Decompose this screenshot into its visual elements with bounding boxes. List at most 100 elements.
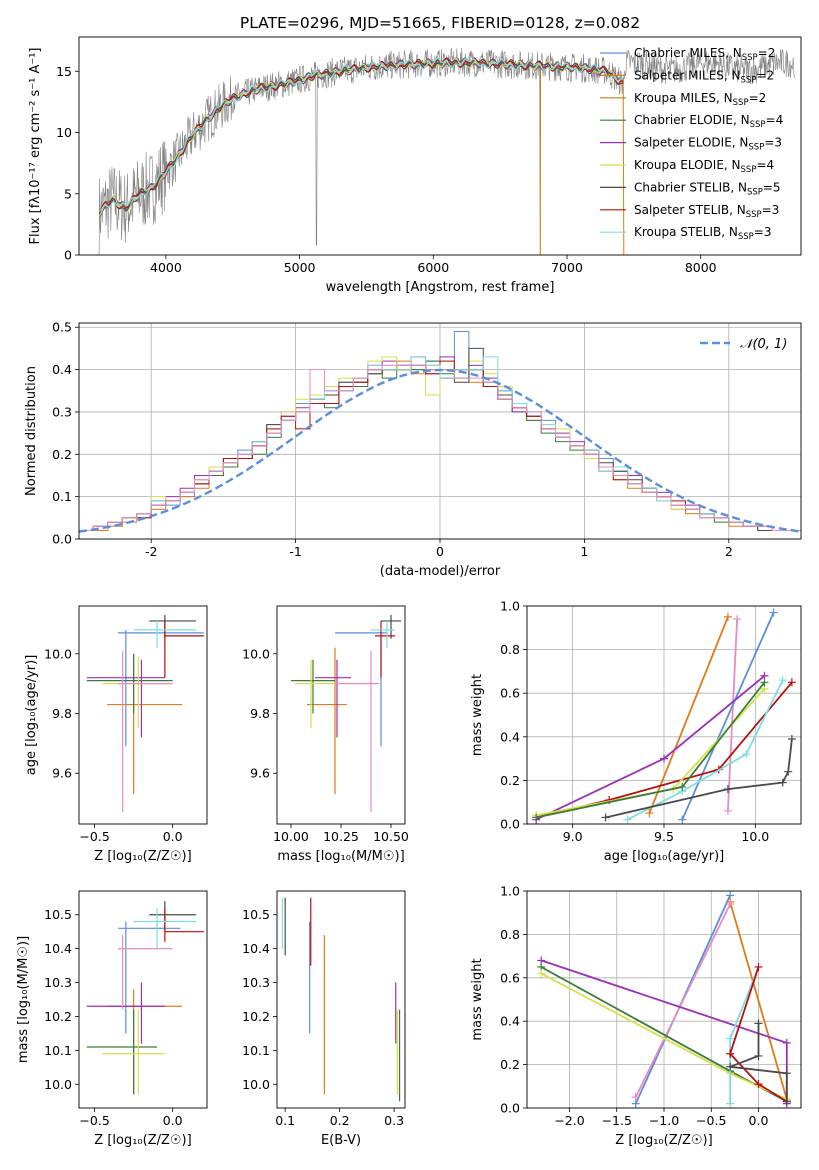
y-tick-label: 10.1 xyxy=(44,1043,72,1058)
weight-marker xyxy=(754,962,763,971)
y-tick-label: 10.3 xyxy=(242,975,270,990)
panel-spectrum: 4000 5000 6000 7000 8000 0 5 10 15 wavelength [An… xyxy=(28,36,802,295)
weight-marker xyxy=(782,1069,791,1078)
weight-marker xyxy=(723,806,732,815)
weight-marker xyxy=(754,1051,763,1060)
x-axis-label: wavelength [Angstrom, rest frame] xyxy=(326,280,555,295)
x-tick-label: 10.25 xyxy=(323,829,359,844)
x-tick-label: 0.2 xyxy=(330,1113,350,1128)
x-tick-label: 0.0 xyxy=(163,1113,183,1128)
x-tick-label: 5000 xyxy=(284,260,316,275)
y-tick-label: 0.2 xyxy=(52,447,72,462)
panel-age_vs_mass: 10.00 10.25 10.50 9.6 9.8 10.0 mass [log₁₀(M/M… xyxy=(242,605,409,864)
weight-line xyxy=(681,612,775,820)
plot-area xyxy=(86,901,204,1095)
model-line xyxy=(98,57,624,214)
y-axis-label: Flux [fλ10⁻¹⁷ erg cm⁻² s⁻¹ A⁻¹] xyxy=(28,48,43,245)
weight-marker xyxy=(678,815,687,824)
y-tick-label: 10 xyxy=(56,125,72,140)
x-axis-label: age [log₁₀(age/yr)] xyxy=(604,849,725,864)
y-tick-label: 0.1 xyxy=(52,489,72,504)
x-tick-label: 0.1 xyxy=(275,1113,295,1128)
weight-marker xyxy=(723,612,732,621)
y-tick-label: 10.0 xyxy=(44,646,72,661)
panel-mass_vs_ebv: 0.1 0.2 0.3 10.0 10.1 10.2 10.3 10.4 10.5 E(B-V) xyxy=(242,890,406,1148)
x-tick-label: 1 xyxy=(580,544,588,559)
weight-marker xyxy=(678,782,687,791)
x-tick-label: −0.5 xyxy=(79,829,109,844)
axes-frame xyxy=(276,605,406,825)
axes-frame xyxy=(276,890,406,1109)
y-tick-label: 10.0 xyxy=(242,646,270,661)
plot-area xyxy=(532,608,796,824)
y-tick-label: 10.0 xyxy=(44,1077,72,1092)
x-axis-label: Z [log₁₀(Z/Z☉)] xyxy=(615,1133,712,1148)
y-tick-label: 9.8 xyxy=(52,706,72,721)
legend-entry: Salpeter STELIB, NSSP=3 xyxy=(634,203,779,220)
plot-area xyxy=(79,331,801,533)
x-tick-label: 9.0 xyxy=(563,829,583,844)
legend-entry: Salpeter MILES, NSSP=2 xyxy=(634,68,774,85)
x-axis-label: E(B-V) xyxy=(321,1133,361,1148)
weight-line xyxy=(648,616,729,814)
y-tick-label: 10.4 xyxy=(44,941,72,956)
panel-weight_vs_z: −2.0 −1.5 −1.0 −0.5 0.0 0.0 0.2 0.4 0.6 0.8 1.0 Z [… xyxy=(470,884,802,1148)
weight-marker xyxy=(784,767,793,776)
weight-marker xyxy=(726,900,735,909)
y-tick-label: 0.8 xyxy=(500,927,520,942)
model-line xyxy=(98,57,624,212)
weight-line xyxy=(627,679,784,821)
weight-marker xyxy=(623,815,632,824)
legend-entry: Chabrier MILES, NSSP=2 xyxy=(634,46,775,63)
x-axis-label: Z [log₁₀(Z/Z☉)] xyxy=(94,849,191,864)
y-axis-label: Normed distribution xyxy=(24,366,39,496)
panel-age_vs_z: −0.5 0.0 9.6 9.8 10.0 Z [log₁₀(Z/Z☉)] age [log… xyxy=(24,605,208,864)
weight-marker xyxy=(769,608,778,617)
weight-marker xyxy=(782,1097,791,1106)
x-tick-label: −2.0 xyxy=(554,1113,584,1128)
histogram-step xyxy=(79,364,801,531)
x-tick-label: 7000 xyxy=(551,260,583,275)
axes-frame xyxy=(78,890,208,1109)
y-tick-label: 0.4 xyxy=(52,362,72,377)
plot-area xyxy=(98,48,795,255)
weight-line xyxy=(727,619,738,811)
weight-marker xyxy=(532,813,541,822)
y-tick-label: 10.3 xyxy=(44,975,72,990)
y-tick-label: 0.6 xyxy=(500,970,520,985)
x-tick-label: −0.5 xyxy=(79,1113,109,1128)
gaussian-curve xyxy=(79,368,801,533)
x-tick-label: 10.00 xyxy=(273,829,309,844)
weight-marker xyxy=(723,785,732,794)
plot-area xyxy=(537,891,791,1108)
weight-marker xyxy=(537,969,546,978)
legend-entry: Chabrier ELODIE, NSSP=4 xyxy=(634,113,783,130)
x-tick-label: -1 xyxy=(289,544,301,559)
y-tick-label: 10.1 xyxy=(242,1043,270,1058)
axes-frame xyxy=(526,890,802,1109)
legend-entry: Kroupa MILES, NSSP=2 xyxy=(634,91,766,108)
plot-area xyxy=(281,897,401,1102)
y-tick-label: 10.5 xyxy=(242,907,270,922)
legend-entry: Kroupa ELODIE, NSSP=4 xyxy=(634,158,774,175)
x-tick-label: −1.0 xyxy=(649,1113,679,1128)
weight-marker xyxy=(733,615,742,624)
x-tick-label: 0.0 xyxy=(749,1113,769,1128)
legend-entry: Kroupa STELIB, NSSP=3 xyxy=(634,225,772,242)
y-tick-label: 5 xyxy=(64,186,72,201)
weight-marker xyxy=(754,1019,763,1028)
y-tick-label: 1.0 xyxy=(500,884,520,899)
y-tick-label: 0.8 xyxy=(500,642,520,657)
x-tick-label: 10.0 xyxy=(741,829,769,844)
weight-marker xyxy=(726,1034,735,1043)
y-axis-label: mass [log₁₀(M/M☉)] xyxy=(16,936,31,1063)
axes-frame xyxy=(78,322,802,540)
y-axis-label: mass weight xyxy=(470,958,485,1040)
y-tick-label: 0.5 xyxy=(52,320,72,335)
x-tick-label: −0.5 xyxy=(696,1113,726,1128)
y-tick-label: 0.4 xyxy=(500,1014,520,1029)
x-tick-label: 2 xyxy=(725,544,733,559)
y-tick-label: 0.0 xyxy=(500,1101,520,1116)
axes-frame xyxy=(78,605,208,825)
